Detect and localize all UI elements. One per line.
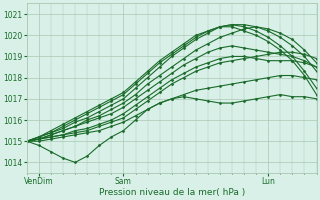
X-axis label: Pression niveau de la mer( hPa ): Pression niveau de la mer( hPa ) bbox=[99, 188, 245, 197]
